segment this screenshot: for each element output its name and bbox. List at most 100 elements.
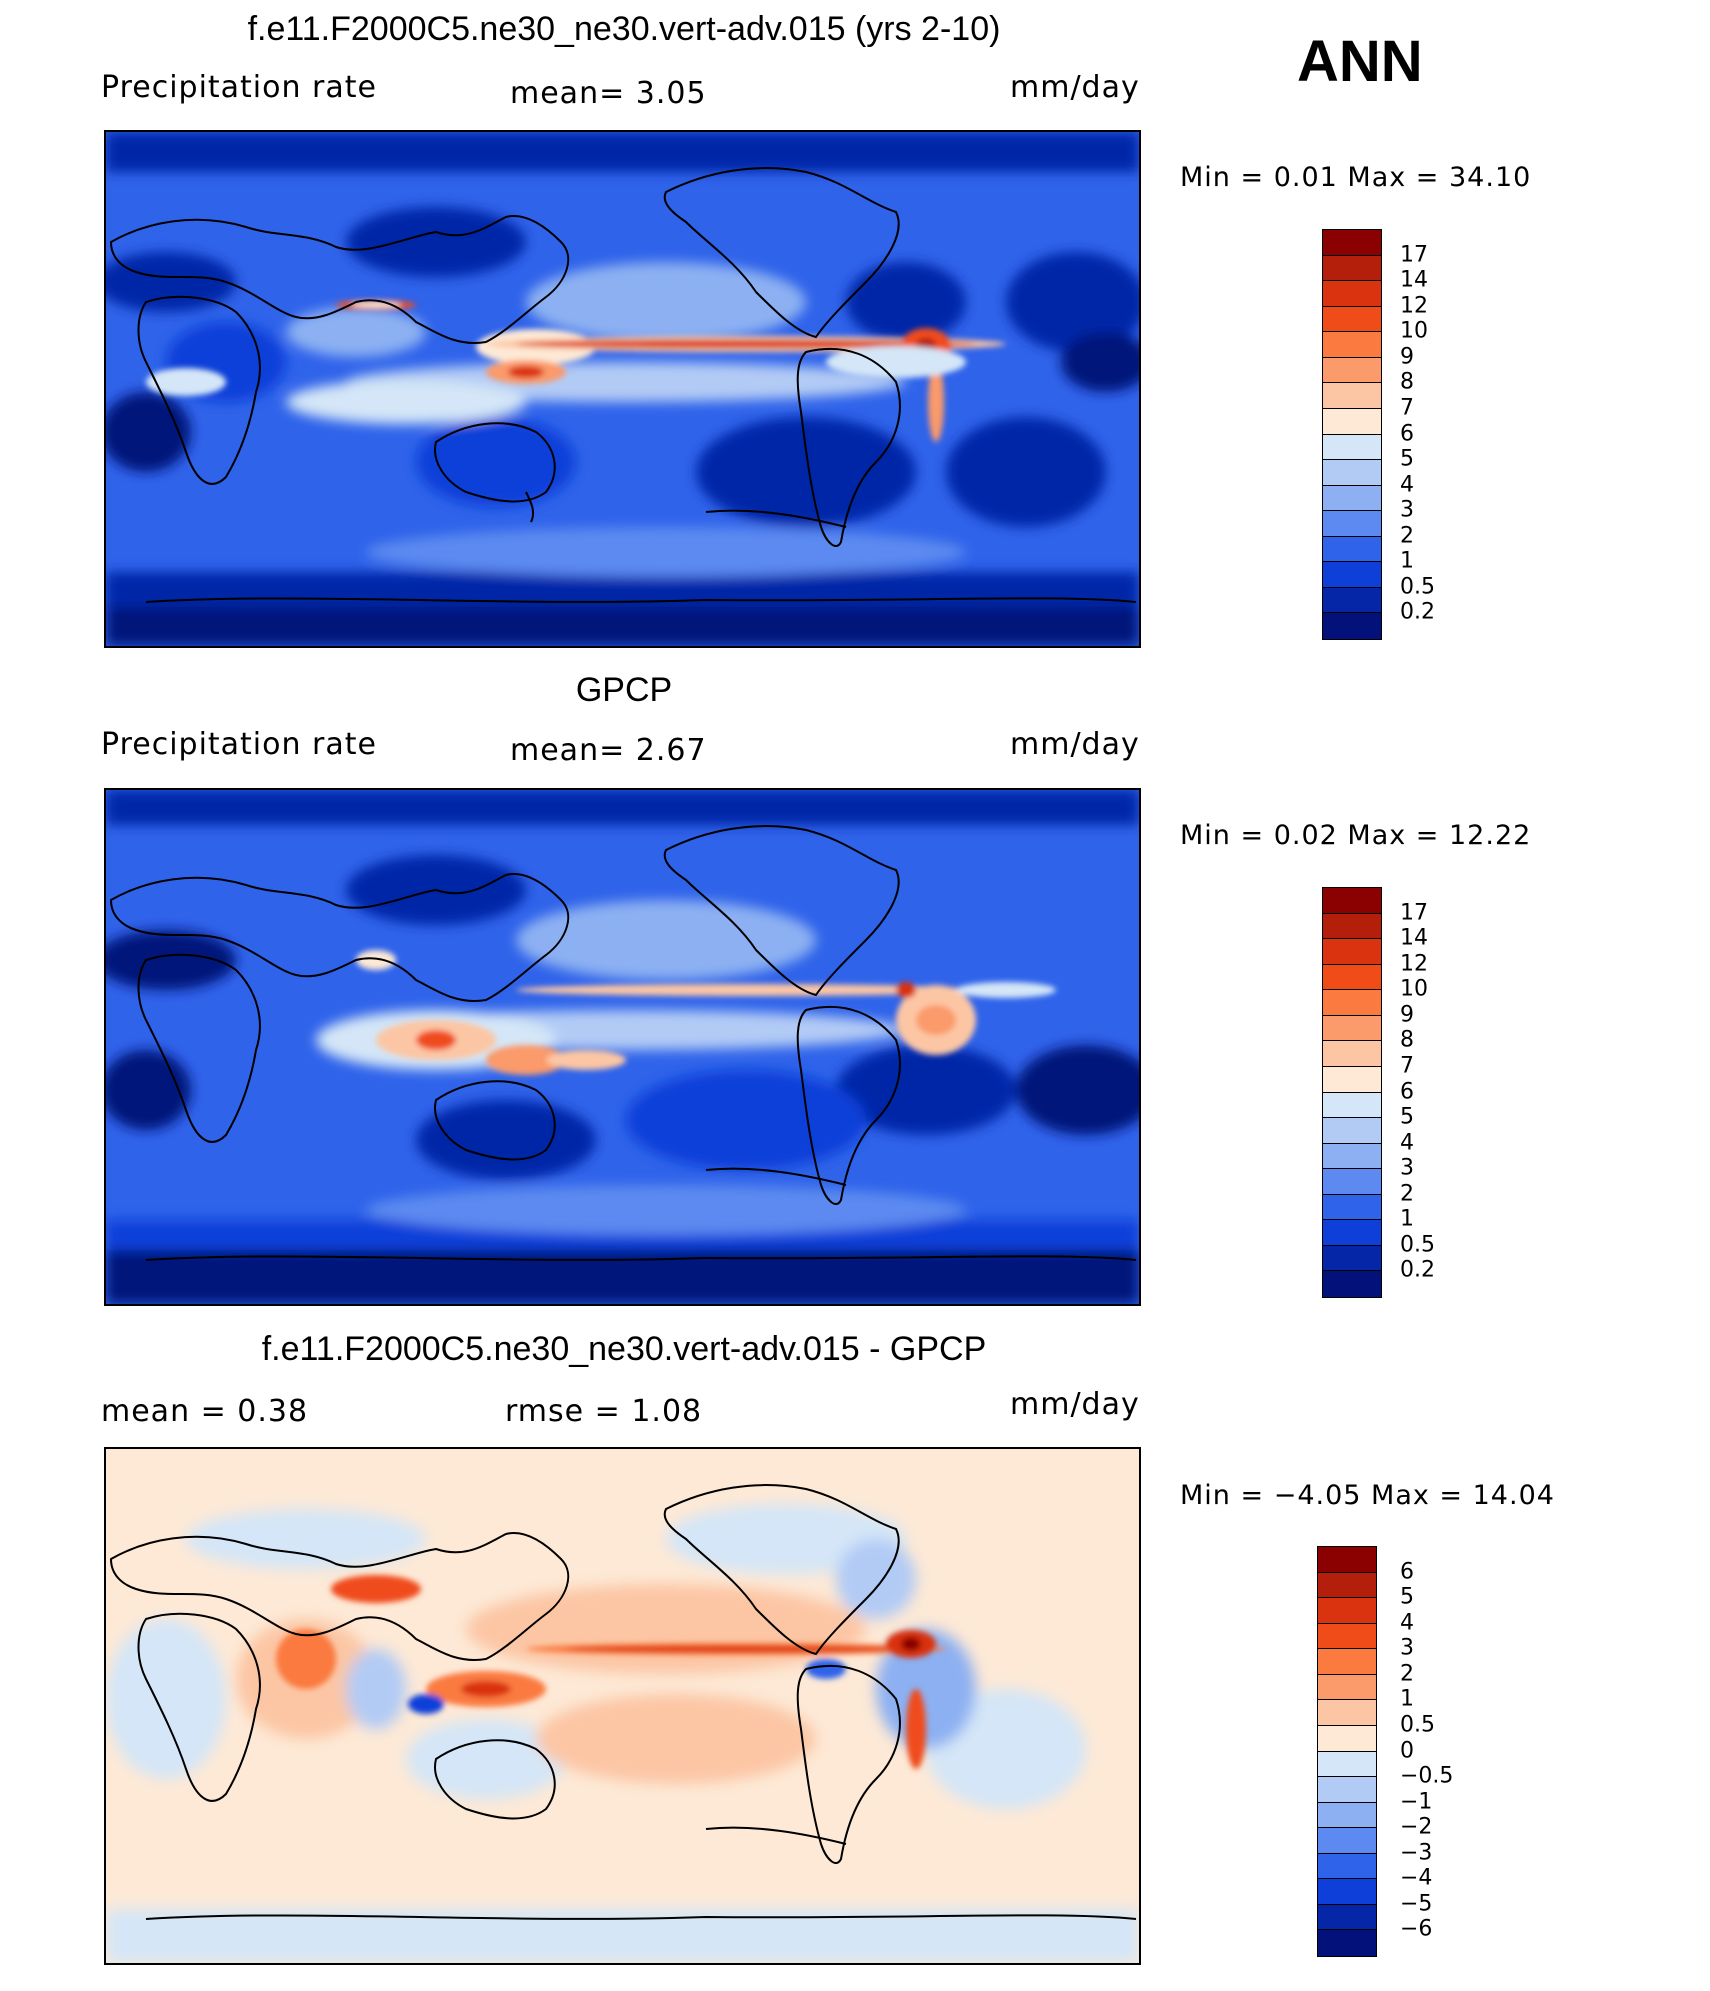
colorbar-tick-label: 2 [1400,523,1414,549]
panel2-variable-label: Precipitation rate [101,727,377,762]
colorbar-tick-label: 6 [1400,1559,1414,1585]
colorbar-tick-label: −3 [1400,1840,1433,1866]
colorbar-swatch [1323,1271,1381,1297]
colorbar-tick-label: 0 [1400,1738,1414,1763]
panel1-colorbar [1322,229,1382,640]
panel1-variable-label: Precipitation rate [101,70,377,105]
colorbar-swatch [1323,964,1381,991]
colorbar-swatch [1323,613,1381,639]
panel1-minmax: Min = 0.01 Max = 34.10 [1180,162,1532,193]
panel2-mean-label: mean= 2.67 [510,733,707,768]
colorbar-swatch [1323,1066,1381,1093]
colorbar-swatch [1323,1194,1381,1221]
colorbar-tick-label: 1 [1400,1686,1414,1712]
panel1-map [104,130,1141,648]
colorbar-swatch [1323,434,1381,461]
colorbar-tick-label: 9 [1400,1002,1414,1028]
colorbar-swatch [1323,230,1381,256]
colorbar-tick-label: −0.5 [1400,1763,1454,1789]
colorbar-tick-label: 3 [1400,497,1414,523]
colorbar-swatch [1323,460,1381,486]
colorbar-tick-label: 1 [1400,548,1414,574]
panel2-colorbar [1322,887,1382,1298]
colorbar-tick-label: 5 [1400,1104,1414,1130]
panel2-title: GPCP [575,671,673,709]
panel1-mean-label: mean= 3.05 [510,76,707,111]
colorbar-swatch [1318,1751,1376,1778]
colorbar-swatch [1323,1118,1381,1144]
colorbar-tick-label: 0.5 [1400,1232,1435,1258]
colorbar-swatch [1318,1674,1376,1701]
colorbar-swatch [1323,306,1381,333]
panel3-title: f.e11.F2000C5.ne30_ne30.vert-adv.015 - G… [261,1330,987,1368]
colorbar-tick-label: −5 [1400,1891,1433,1917]
colorbar-tick-label: 5 [1400,1584,1414,1610]
colorbar-swatch [1323,332,1381,358]
colorbar-tick-label: 8 [1400,369,1414,395]
colorbar-swatch [1323,255,1381,282]
colorbar-tick-label: 9 [1400,344,1414,370]
colorbar-swatch [1323,587,1381,614]
colorbar-swatch [1318,1930,1376,1956]
colorbar-tick-label: −4 [1400,1865,1433,1891]
colorbar-tick-label: 14 [1400,267,1428,293]
colorbar-tick-label: 4 [1400,1610,1414,1636]
colorbar-swatch [1318,1802,1376,1829]
colorbar-tick-label: 6 [1400,421,1414,446]
panel3-minmax: Min = −4.05 Max = 14.04 [1180,1480,1555,1511]
colorbar-swatch [1318,1700,1376,1726]
colorbar-tick-label: 10 [1400,318,1428,344]
colorbar-tick-label: 0.5 [1400,574,1435,600]
colorbar-swatch [1318,1649,1376,1675]
colorbar-swatch [1323,990,1381,1016]
colorbar-swatch [1318,1725,1376,1752]
colorbar-swatch [1323,1143,1381,1170]
colorbar-tick-label: 17 [1400,900,1428,926]
colorbar-swatch [1323,1041,1381,1067]
colorbar-swatch [1323,536,1381,563]
colorbar-swatch [1323,1169,1381,1195]
colorbar-tick-label: 12 [1400,293,1428,319]
colorbar-swatch [1318,1828,1376,1854]
colorbar-swatch [1318,1904,1376,1931]
panel3-rmse-label: rmse = 1.08 [505,1394,703,1429]
panel1-title: f.e11.F2000C5.ne30_ne30.vert-adv.015 (yr… [247,10,1001,48]
colorbar-tick-label: 17 [1400,242,1428,268]
panel2-minmax: Min = 0.02 Max = 12.22 [1180,820,1532,851]
colorbar-swatch [1318,1547,1376,1573]
colorbar-swatch [1323,383,1381,409]
colorbar-swatch [1323,888,1381,914]
colorbar-swatch [1323,408,1381,435]
colorbar-swatch [1323,1245,1381,1272]
colorbar-tick-label: 6 [1400,1079,1414,1104]
colorbar-tick-label: 14 [1400,925,1428,951]
colorbar-swatch [1323,913,1381,940]
colorbar-tick-label: 7 [1400,1053,1414,1079]
panel1-units: mm/day [1010,70,1140,105]
colorbar-tick-label: 4 [1400,472,1414,498]
colorbar-tick-label: 4 [1400,1130,1414,1156]
panel3-map [104,1447,1141,1965]
colorbar-swatch [1323,485,1381,512]
colorbar-tick-label: 8 [1400,1027,1414,1053]
colorbar-swatch [1323,357,1381,384]
panel2-map [104,788,1141,1306]
panel3-colorbar [1317,1546,1377,1957]
colorbar-swatch [1323,939,1381,965]
panel3-mean-label: mean = 0.38 [101,1394,309,1429]
colorbar-tick-label: 10 [1400,976,1428,1002]
colorbar-swatch [1318,1777,1376,1803]
panel3-units: mm/day [1010,1387,1140,1422]
colorbar-swatch [1318,1879,1376,1905]
colorbar-swatch [1318,1598,1376,1624]
colorbar-tick-label: 2 [1400,1181,1414,1207]
colorbar-tick-label: −1 [1400,1789,1433,1815]
colorbar-tick-label: 1 [1400,1206,1414,1232]
colorbar-swatch [1323,1220,1381,1246]
colorbar-tick-label: −6 [1400,1916,1433,1942]
colorbar-swatch [1318,1853,1376,1880]
colorbar-tick-label: 3 [1400,1635,1414,1661]
colorbar-swatch [1323,511,1381,537]
colorbar-tick-label: 0.2 [1400,599,1435,625]
colorbar-tick-label: −2 [1400,1814,1433,1840]
